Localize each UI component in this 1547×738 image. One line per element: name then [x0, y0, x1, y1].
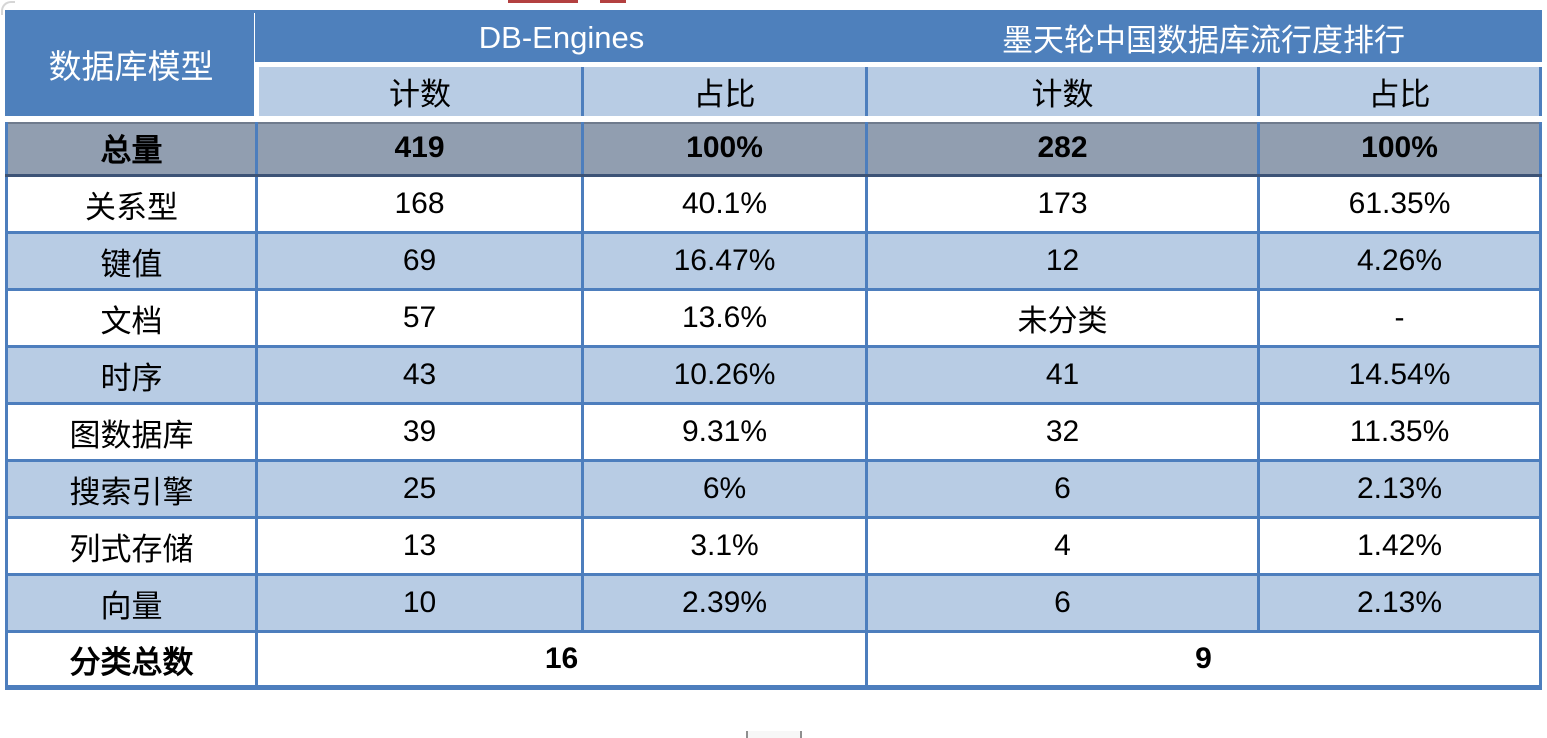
db-share-cell: 40.1%: [580, 174, 869, 234]
mt-share-cell: 100%: [1257, 117, 1543, 177]
table-row: 向量 10 2.39% 6 2.13%: [5, 573, 1543, 633]
red-annotation-fragment: [508, 0, 578, 3]
subheader-row: 计数 占比 计数 占比: [7, 63, 1543, 122]
row-label: 图数据库: [5, 402, 258, 462]
table-row: 图数据库 39 9.31% 32 11.35%: [5, 402, 1543, 462]
subheader-mt-count: 计数: [865, 63, 1261, 122]
db-count-cell: 57: [255, 288, 584, 348]
mt-count-cell: 173: [865, 174, 1261, 234]
db-share-cell: 6%: [580, 459, 869, 519]
row-label: 总量: [5, 117, 258, 177]
page-corner-artifact: [1, 1, 15, 15]
subheader-db-count: 计数: [254, 63, 584, 122]
mt-count-cell: 282: [865, 117, 1261, 177]
db-share-cell: 10.26%: [580, 345, 869, 405]
table-row: 关系型 168 40.1% 173 61.35%: [5, 174, 1543, 234]
mt-count-cell: 6: [865, 459, 1261, 519]
mt-share-cell: 14.54%: [1257, 345, 1543, 405]
db-count-cell: 10: [255, 573, 584, 633]
mt-share-cell: 2.13%: [1257, 573, 1543, 633]
group-header-db-engines: DB-Engines: [254, 10, 869, 67]
table-row: 时序 43 10.26% 41 14.54%: [5, 345, 1543, 405]
mt-share-cell: 11.35%: [1257, 402, 1543, 462]
group-header-row: 数据库模型 DB-Engines 墨天轮中国数据库流行度排行: [5, 10, 1543, 122]
table-row: 文档 57 13.6% 未分类 -: [5, 288, 1543, 348]
mt-count-cell: 4: [865, 516, 1261, 576]
db-share-cell: 100%: [580, 117, 869, 177]
group-header-motianlun: 墨天轮中国数据库流行度排行: [865, 10, 1543, 67]
mt-share-cell: 61.35%: [1257, 174, 1543, 234]
db-count-cell: 419: [255, 117, 584, 177]
mt-count-cell: 未分类: [865, 288, 1261, 348]
database-model-comparison-table: 数据库模型 DB-Engines 墨天轮中国数据库流行度排行 计数 占比 计数 …: [5, 10, 1543, 690]
row-label: 列式存储: [5, 516, 258, 576]
mt-share-cell: 1.42%: [1257, 516, 1543, 576]
mt-count-cell: 41: [865, 345, 1261, 405]
mt-share-cell: 2.13%: [1257, 459, 1543, 519]
db-count-cell: 25: [255, 459, 584, 519]
db-share-cell: 13.6%: [580, 288, 869, 348]
db-category-total-cell: 16: [254, 630, 869, 689]
mt-share-cell: -: [1257, 288, 1543, 348]
row-label: 关系型: [5, 174, 258, 234]
mt-count-cell: 12: [865, 231, 1261, 291]
summary-row: 分类总数 16 9: [5, 630, 1543, 689]
row-label: 文档: [5, 288, 258, 348]
red-annotation-fragment: [600, 0, 626, 3]
mt-count-cell: 32: [865, 402, 1261, 462]
mt-count-cell: 6: [865, 573, 1261, 633]
db-count-cell: 69: [255, 231, 584, 291]
table-row: 键值 69 16.47% 12 4.26%: [5, 231, 1543, 291]
total-row: 总量 419 100% 282 100%: [5, 117, 1543, 177]
db-count-cell: 168: [255, 174, 584, 234]
scrollbar-thumb-fragment[interactable]: [746, 731, 802, 738]
mt-share-cell: 4.26%: [1257, 231, 1543, 291]
db-share-cell: 9.31%: [580, 402, 869, 462]
db-share-cell: 2.39%: [580, 573, 869, 633]
row-label: 时序: [5, 345, 258, 405]
mt-category-total-cell: 9: [865, 630, 1543, 689]
subheader-db-share: 占比: [580, 63, 869, 122]
db-count-cell: 13: [255, 516, 584, 576]
row-label: 搜索引擎: [5, 459, 258, 519]
db-share-cell: 3.1%: [580, 516, 869, 576]
row-label: 向量: [5, 573, 258, 633]
table-row: 搜索引擎 25 6% 6 2.13%: [5, 459, 1543, 519]
row-label: 分类总数: [5, 630, 258, 689]
db-share-cell: 16.47%: [580, 231, 869, 291]
table-row: 列式存储 13 3.1% 4 1.42%: [5, 516, 1543, 576]
db-count-cell: 39: [255, 402, 584, 462]
row-label: 键值: [5, 231, 258, 291]
db-count-cell: 43: [255, 345, 584, 405]
subheader-mt-share: 占比: [1257, 63, 1543, 122]
corner-header-cell: 数据库模型: [5, 10, 258, 122]
